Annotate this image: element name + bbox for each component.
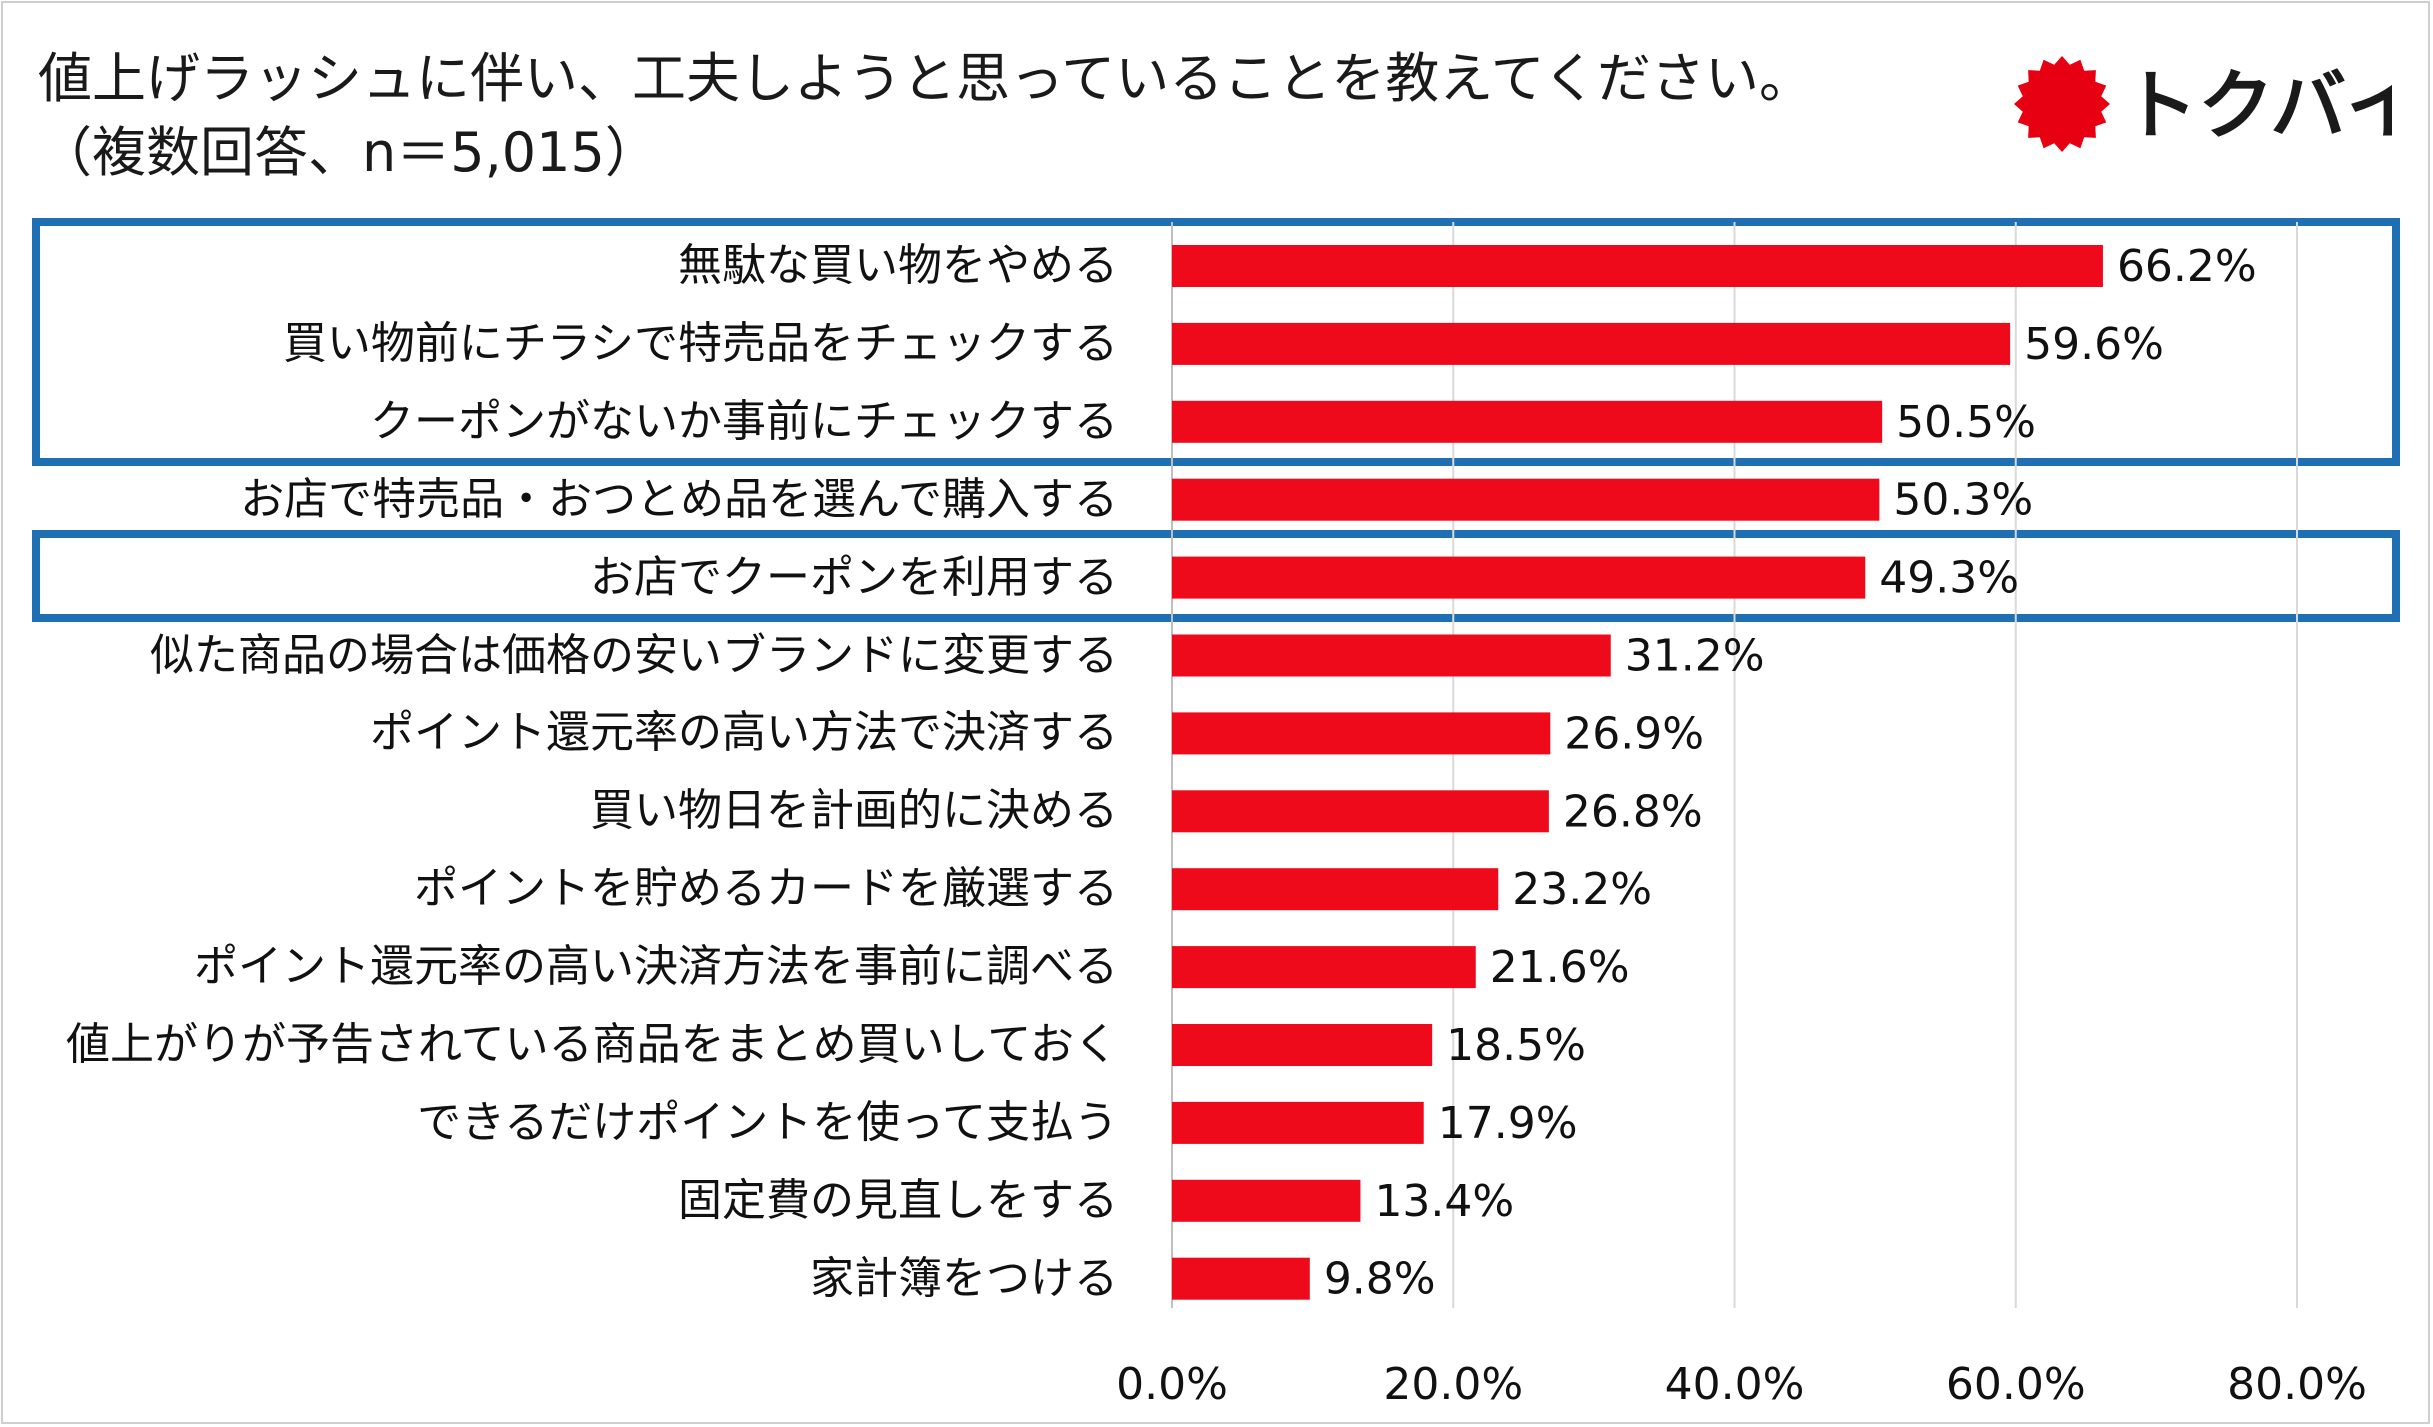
category-label: クーポンがないか事前にチェックする — [370, 395, 1118, 447]
bar — [1172, 322, 2011, 365]
bar — [1172, 556, 1866, 599]
category-label: 買い物日を計画的に決める — [590, 785, 1118, 837]
category-label: お店で特売品・おつとめ品を選んで購入する — [240, 473, 1118, 525]
data-label: 49.3% — [1879, 553, 2019, 604]
x-tick-label: 40.0% — [1665, 1359, 1805, 1410]
category-label: お店でクーポンを利用する — [590, 551, 1118, 603]
category-label: 家計簿をつける — [810, 1252, 1118, 1304]
bar — [1172, 1257, 1310, 1300]
category-label: ポイントを貯めるカードを厳選する — [414, 863, 1118, 915]
bar — [1172, 245, 2103, 287]
data-label: 50.3% — [1893, 475, 2033, 526]
page-subtitle: （複数回答、n＝5,015） — [38, 121, 659, 184]
highlight-box — [32, 529, 2400, 622]
bar — [1172, 868, 1499, 911]
bar — [1172, 1179, 1361, 1222]
data-label: 18.5% — [1446, 1020, 1586, 1071]
category-label: できるだけポイントを使って支払う — [417, 1096, 1118, 1148]
data-label: 50.5% — [1896, 397, 2036, 448]
category-label: 値上がりが予告されている商品をまとめ買いしておく — [65, 1019, 1118, 1070]
category-label: 固定費の見直しをする — [678, 1174, 1118, 1226]
category-label: 無駄な買い物をやめる — [678, 240, 1118, 291]
category-label: 似た商品の場合は価格の安いブランドに変更する — [150, 629, 1118, 681]
data-label: 23.2% — [1512, 864, 1652, 915]
highlight-box — [32, 218, 2400, 466]
tokubai-logo: トクバイ — [2014, 56, 2392, 152]
red-burst-icon — [2014, 56, 2110, 152]
logo-text: トクバイ — [2122, 61, 2392, 150]
category-label: ポイント還元率の高い決済方法を事前に調べる — [194, 941, 1118, 993]
data-label: 21.6% — [1490, 942, 1630, 993]
bar — [1172, 712, 1551, 755]
data-label: 9.8% — [1324, 1254, 1436, 1305]
category-label: 買い物前にチラシで特売品をチェックする — [282, 317, 1118, 369]
data-label: 26.8% — [1563, 786, 1703, 837]
x-tick-label: 20.0% — [1383, 1359, 1523, 1410]
data-label: 31.2% — [1625, 631, 1765, 682]
data-label: 66.2% — [2117, 241, 2257, 292]
category-label: ポイント還元率の高い方法で決済する — [370, 707, 1118, 759]
data-label: 17.9% — [1438, 1098, 1578, 1149]
x-tick-label: 80.0% — [2227, 1359, 2367, 1410]
data-label: 13.4% — [1374, 1176, 1514, 1227]
page-title: 値上げラッシュに伴い、工夫しようと思っていることを教えてください。 — [38, 47, 1813, 110]
bar — [1172, 400, 1883, 443]
x-tick-label: 0.0% — [1116, 1359, 1228, 1410]
data-label: 26.9% — [1564, 708, 1704, 759]
bar — [1172, 1101, 1424, 1144]
data-label: 59.6% — [2024, 319, 2164, 370]
bar — [1172, 946, 1476, 989]
bar — [1172, 478, 1880, 521]
bar — [1172, 634, 1611, 677]
bar — [1172, 790, 1549, 833]
x-tick-label: 60.0% — [1946, 1359, 2086, 1410]
bar — [1172, 1024, 1433, 1066]
